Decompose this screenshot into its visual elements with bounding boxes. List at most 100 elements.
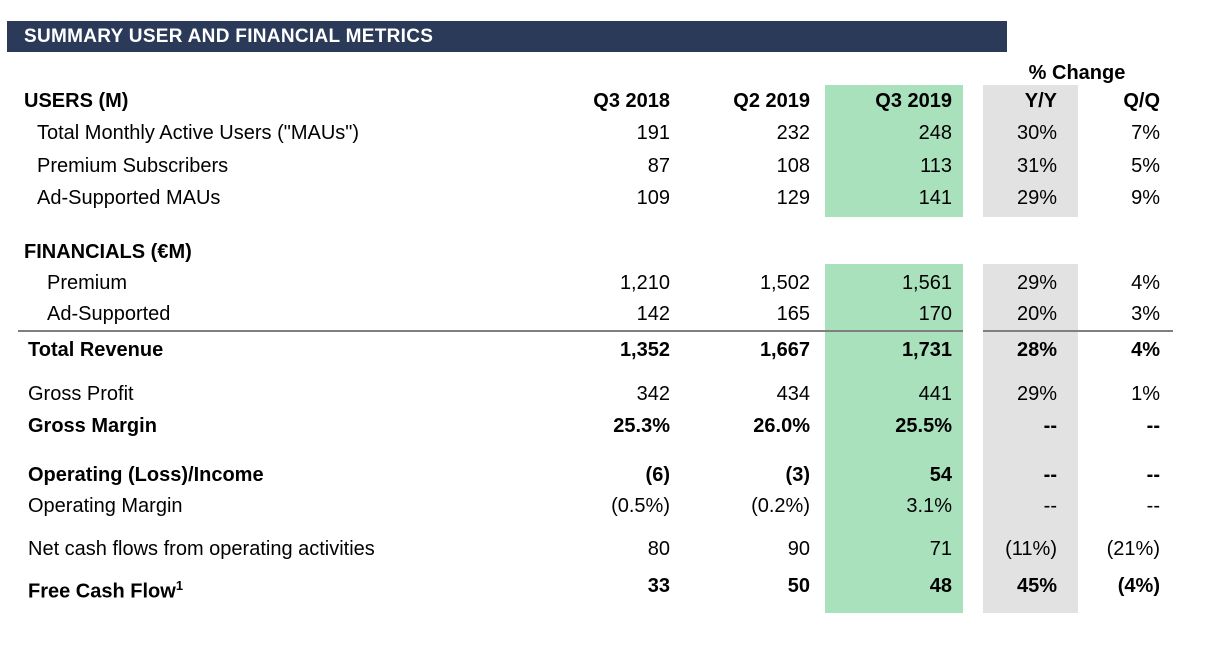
- cell-q2-2019: 165: [776, 303, 810, 325]
- cell-q2-2019: 1,502: [759, 272, 810, 294]
- cell-label: Ad-Supported MAUs: [37, 187, 221, 209]
- cell-q2-2019: 90: [787, 538, 810, 560]
- cell-q2-2019: Q2 2019: [733, 90, 810, 112]
- cell-qq: [1078, 241, 1190, 263]
- cell-qq: (21%): [1106, 538, 1160, 560]
- cell-q3-2018: [520, 241, 670, 263]
- cell-qq: 1%: [1131, 383, 1160, 405]
- footnote-marker: 1: [175, 578, 184, 593]
- cell-q2-2019: 1,667: [759, 339, 810, 361]
- cell-q3-2018: 87: [647, 155, 670, 177]
- yy-column-highlight-financials: [983, 264, 1078, 613]
- row-gross-margin: Gross Margin 25.3% 26.0% 25.5% -- --: [0, 415, 1190, 437]
- cell-q2-2019: 232: [776, 122, 810, 144]
- cell-yy: --: [1043, 415, 1057, 437]
- cell-q3-2018: 142: [636, 303, 670, 325]
- cell-q3-2018: (6): [645, 464, 670, 486]
- cell-q3-2019: 71: [929, 538, 952, 560]
- cell-q3-2018: 191: [636, 122, 670, 144]
- row-total-revenue: Total Revenue 1,352 1,667 1,731 28% 4%: [0, 339, 1190, 361]
- cell-yy: 31%: [1016, 155, 1057, 177]
- cell-label: USERS (M): [24, 90, 129, 112]
- cell-label: Gross Profit: [28, 383, 134, 405]
- cell-q3-2018: 1,352: [619, 339, 670, 361]
- cell-q3-2018: 25.3%: [613, 415, 670, 437]
- cell-qq: --: [1146, 464, 1160, 486]
- cell-q2-2019: 434: [776, 383, 810, 405]
- cell-yy: Y/Y: [1024, 90, 1057, 112]
- cell-yy: 20%: [1016, 303, 1057, 325]
- cell-qq: (4%): [1117, 575, 1160, 597]
- free-cash-flow-label: Free Cash Flow: [28, 580, 176, 603]
- cell-q3-2019: 25.5%: [895, 415, 952, 437]
- cell-q2-2019: (3): [785, 464, 810, 486]
- cell-label: Premium: [47, 272, 128, 294]
- cell-yy: 29%: [1016, 272, 1057, 294]
- section-title-bar: SUMMARY USER AND FINANCIAL METRICS: [7, 21, 1007, 52]
- cell-q2-2019: 108: [776, 155, 810, 177]
- cell-label: Net cash flows from operating activities: [28, 538, 375, 560]
- cell-qq: 3%: [1131, 303, 1160, 325]
- cell-q2-2019: (0.2%): [751, 495, 810, 517]
- cell-yy: 28%: [1016, 339, 1057, 361]
- cell-q3-2019: Q3 2019: [875, 90, 952, 112]
- cell-q3-2019: 54: [929, 464, 952, 486]
- cell-q3-2018: 80: [647, 538, 670, 560]
- cell-qq: 7%: [1131, 122, 1160, 144]
- cell-q3-2019: [810, 241, 963, 263]
- row-premium-subscribers: Premium Subscribers 87 108 113 31% 5%: [0, 155, 1190, 177]
- total-revenue-divider: [18, 330, 963, 332]
- row-operating-loss-income: Operating (Loss)/Income (6) (3) 54 -- --: [0, 464, 1190, 486]
- cell-label: Gross Margin: [28, 415, 157, 437]
- cell-yy: 45%: [1016, 575, 1057, 597]
- section-title: SUMMARY USER AND FINANCIAL METRICS: [24, 25, 434, 47]
- row-net-cash-flows: Net cash flows from operating activities…: [0, 538, 1190, 560]
- cell-q2-2019: 129: [776, 187, 810, 209]
- row-total-maus: Total Monthly Active Users ("MAUs") 191 …: [0, 122, 1190, 144]
- cell-q3-2018: 33: [647, 575, 670, 597]
- cell-label: Premium Subscribers: [37, 155, 229, 177]
- cell-q2-2019: 26.0%: [753, 415, 810, 437]
- cell-label: Total Monthly Active Users ("MAUs"): [37, 122, 360, 144]
- row-free-cash-flow: Free Cash Flow1 33 50 48 45% (4%): [0, 575, 1190, 603]
- cell-label: Total Revenue: [28, 339, 164, 361]
- q3-2019-column-highlight-users: [825, 85, 963, 217]
- cell-q3-2018: (0.5%): [611, 495, 670, 517]
- cell-qq: 4%: [1131, 339, 1160, 361]
- cell-yy: --: [1043, 464, 1057, 486]
- cell-yy: (11%): [1005, 538, 1057, 560]
- cell-qq: 4%: [1131, 272, 1160, 294]
- cell-q3-2018: 109: [636, 187, 670, 209]
- cell-q3-2019: 113: [920, 155, 952, 177]
- q3-2019-column-highlight-financials: [825, 264, 963, 613]
- total-revenue-divider-right: [983, 330, 1173, 332]
- cell-q3-2019: 170: [918, 303, 952, 325]
- cell-q3-2019: 248: [918, 122, 952, 144]
- cell-label: FINANCIALS (€M): [24, 241, 192, 263]
- cell-qq: 9%: [1131, 187, 1160, 209]
- cell-q3-2019: 1,561: [901, 272, 952, 294]
- cell-yy: 29%: [1016, 383, 1057, 405]
- cell-label: Ad-Supported: [47, 303, 171, 325]
- row-header-users: USERS (M) Q3 2018 Q2 2019 Q3 2019 Y/Y Q/…: [0, 90, 1190, 112]
- row-ad-supported-maus: Ad-Supported MAUs 109 129 141 29% 9%: [0, 187, 1190, 209]
- cell-q3-2019: 48: [929, 575, 952, 597]
- row-operating-margin: Operating Margin (0.5%) (0.2%) 3.1% -- -…: [0, 495, 1190, 517]
- row-premium-revenue: Premium 1,210 1,502 1,561 29% 4%: [0, 272, 1190, 294]
- row-ad-supported-revenue: Ad-Supported 142 165 170 20% 3%: [0, 303, 1190, 325]
- yy-column-highlight-users: [983, 85, 1078, 217]
- row-financials-header: FINANCIALS (€M): [0, 241, 1190, 263]
- cell-q3-2019: 1,731: [901, 339, 952, 361]
- cell-q2-2019: [670, 241, 810, 263]
- cell-yy: 29%: [1016, 187, 1057, 209]
- cell-yy: [963, 241, 1078, 263]
- cell-qq: 5%: [1131, 155, 1160, 177]
- cell-qq: --: [1146, 415, 1160, 437]
- cell-qq: --: [1146, 495, 1160, 517]
- cell-qq: Q/Q: [1123, 90, 1160, 112]
- cell-q3-2018: 1,210: [619, 272, 670, 294]
- cell-label: Operating Margin: [28, 495, 183, 517]
- row-gross-profit: Gross Profit 342 434 441 29% 1%: [0, 383, 1190, 405]
- cell-yy: --: [1043, 495, 1057, 517]
